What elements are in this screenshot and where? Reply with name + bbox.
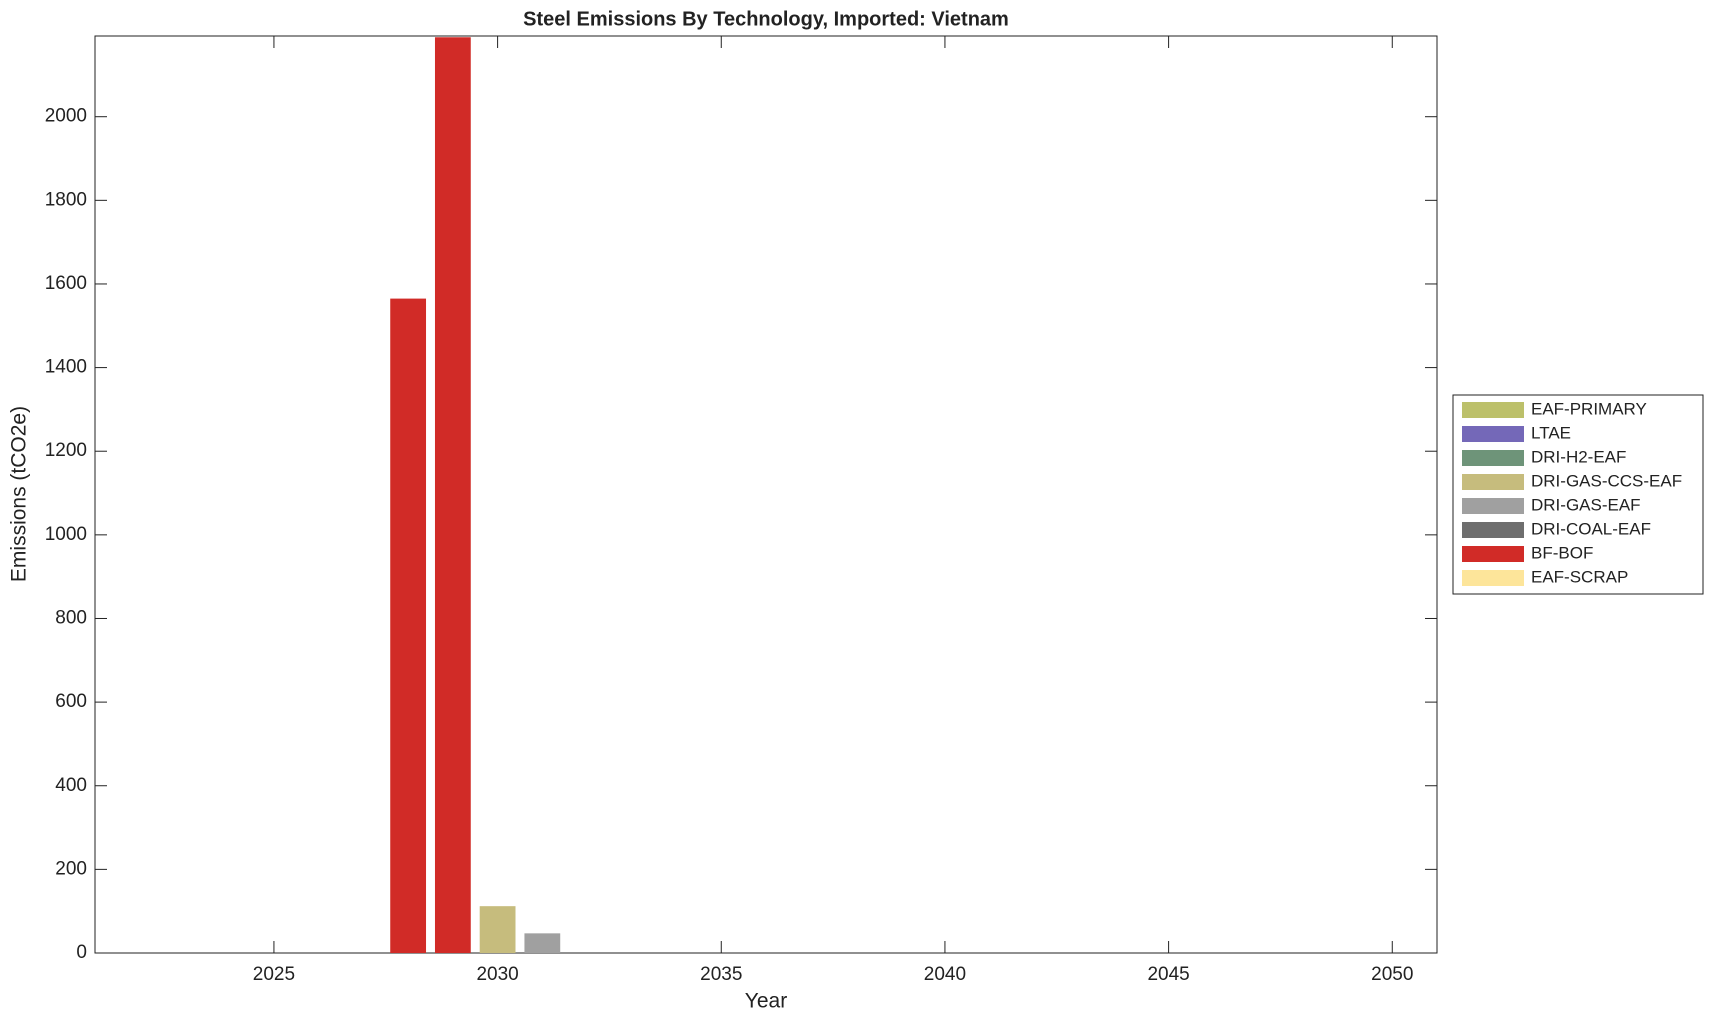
legend-swatch xyxy=(1462,450,1524,466)
y-tick-label: 800 xyxy=(55,607,87,628)
x-axis-label: Year xyxy=(745,990,787,1013)
legend-swatch xyxy=(1462,498,1524,514)
legend-swatch xyxy=(1462,522,1524,538)
x-tick-label: 2045 xyxy=(1147,964,1189,985)
legend-label: DRI-GAS-EAF xyxy=(1531,495,1641,514)
legend-label: LTAE xyxy=(1531,423,1571,442)
plot-frame xyxy=(94,35,1438,954)
x-tick-label: 2050 xyxy=(1371,964,1413,985)
x-tick-label: 2030 xyxy=(476,964,518,985)
legend-label: EAF-PRIMARY xyxy=(1531,399,1647,418)
x-tick-label: 2025 xyxy=(253,964,295,985)
y-tick-label: 1800 xyxy=(45,189,87,210)
x-tick-label: 2040 xyxy=(924,964,966,985)
legend-swatch xyxy=(1462,570,1524,586)
bar-segment xyxy=(479,906,516,953)
bar-segment xyxy=(524,933,561,953)
legend-swatch xyxy=(1462,474,1524,490)
bar-segment xyxy=(434,37,471,953)
y-tick-label: 200 xyxy=(55,858,87,879)
y-tick-label: 1200 xyxy=(45,440,87,461)
y-tick-label: 1600 xyxy=(45,273,87,294)
y-tick-label: 0 xyxy=(76,942,87,963)
legend-swatch xyxy=(1462,426,1524,442)
legend-label: DRI-COAL-EAF xyxy=(1531,519,1651,538)
legend-label: DRI-GAS-CCS-EAF xyxy=(1531,471,1682,490)
y-tick-label: 2000 xyxy=(45,106,87,127)
bar-segment xyxy=(390,298,427,953)
legend-swatch xyxy=(1462,546,1524,562)
legend-label: DRI-H2-EAF xyxy=(1531,447,1626,466)
y-tick-label: 600 xyxy=(55,691,87,712)
legend-swatch xyxy=(1462,402,1524,418)
y-tick-label: 400 xyxy=(55,775,87,796)
y-tick-label: 1000 xyxy=(45,524,87,545)
y-tick-label: 1400 xyxy=(45,357,87,378)
y-axis-label: Emissions (tCO2e) xyxy=(8,406,31,582)
legend-label: BF-BOF xyxy=(1531,543,1593,562)
legend-label: EAF-SCRAP xyxy=(1531,567,1628,586)
chart-title: Steel Emissions By Technology, Imported:… xyxy=(523,8,1009,30)
x-tick-label: 2035 xyxy=(700,964,742,985)
